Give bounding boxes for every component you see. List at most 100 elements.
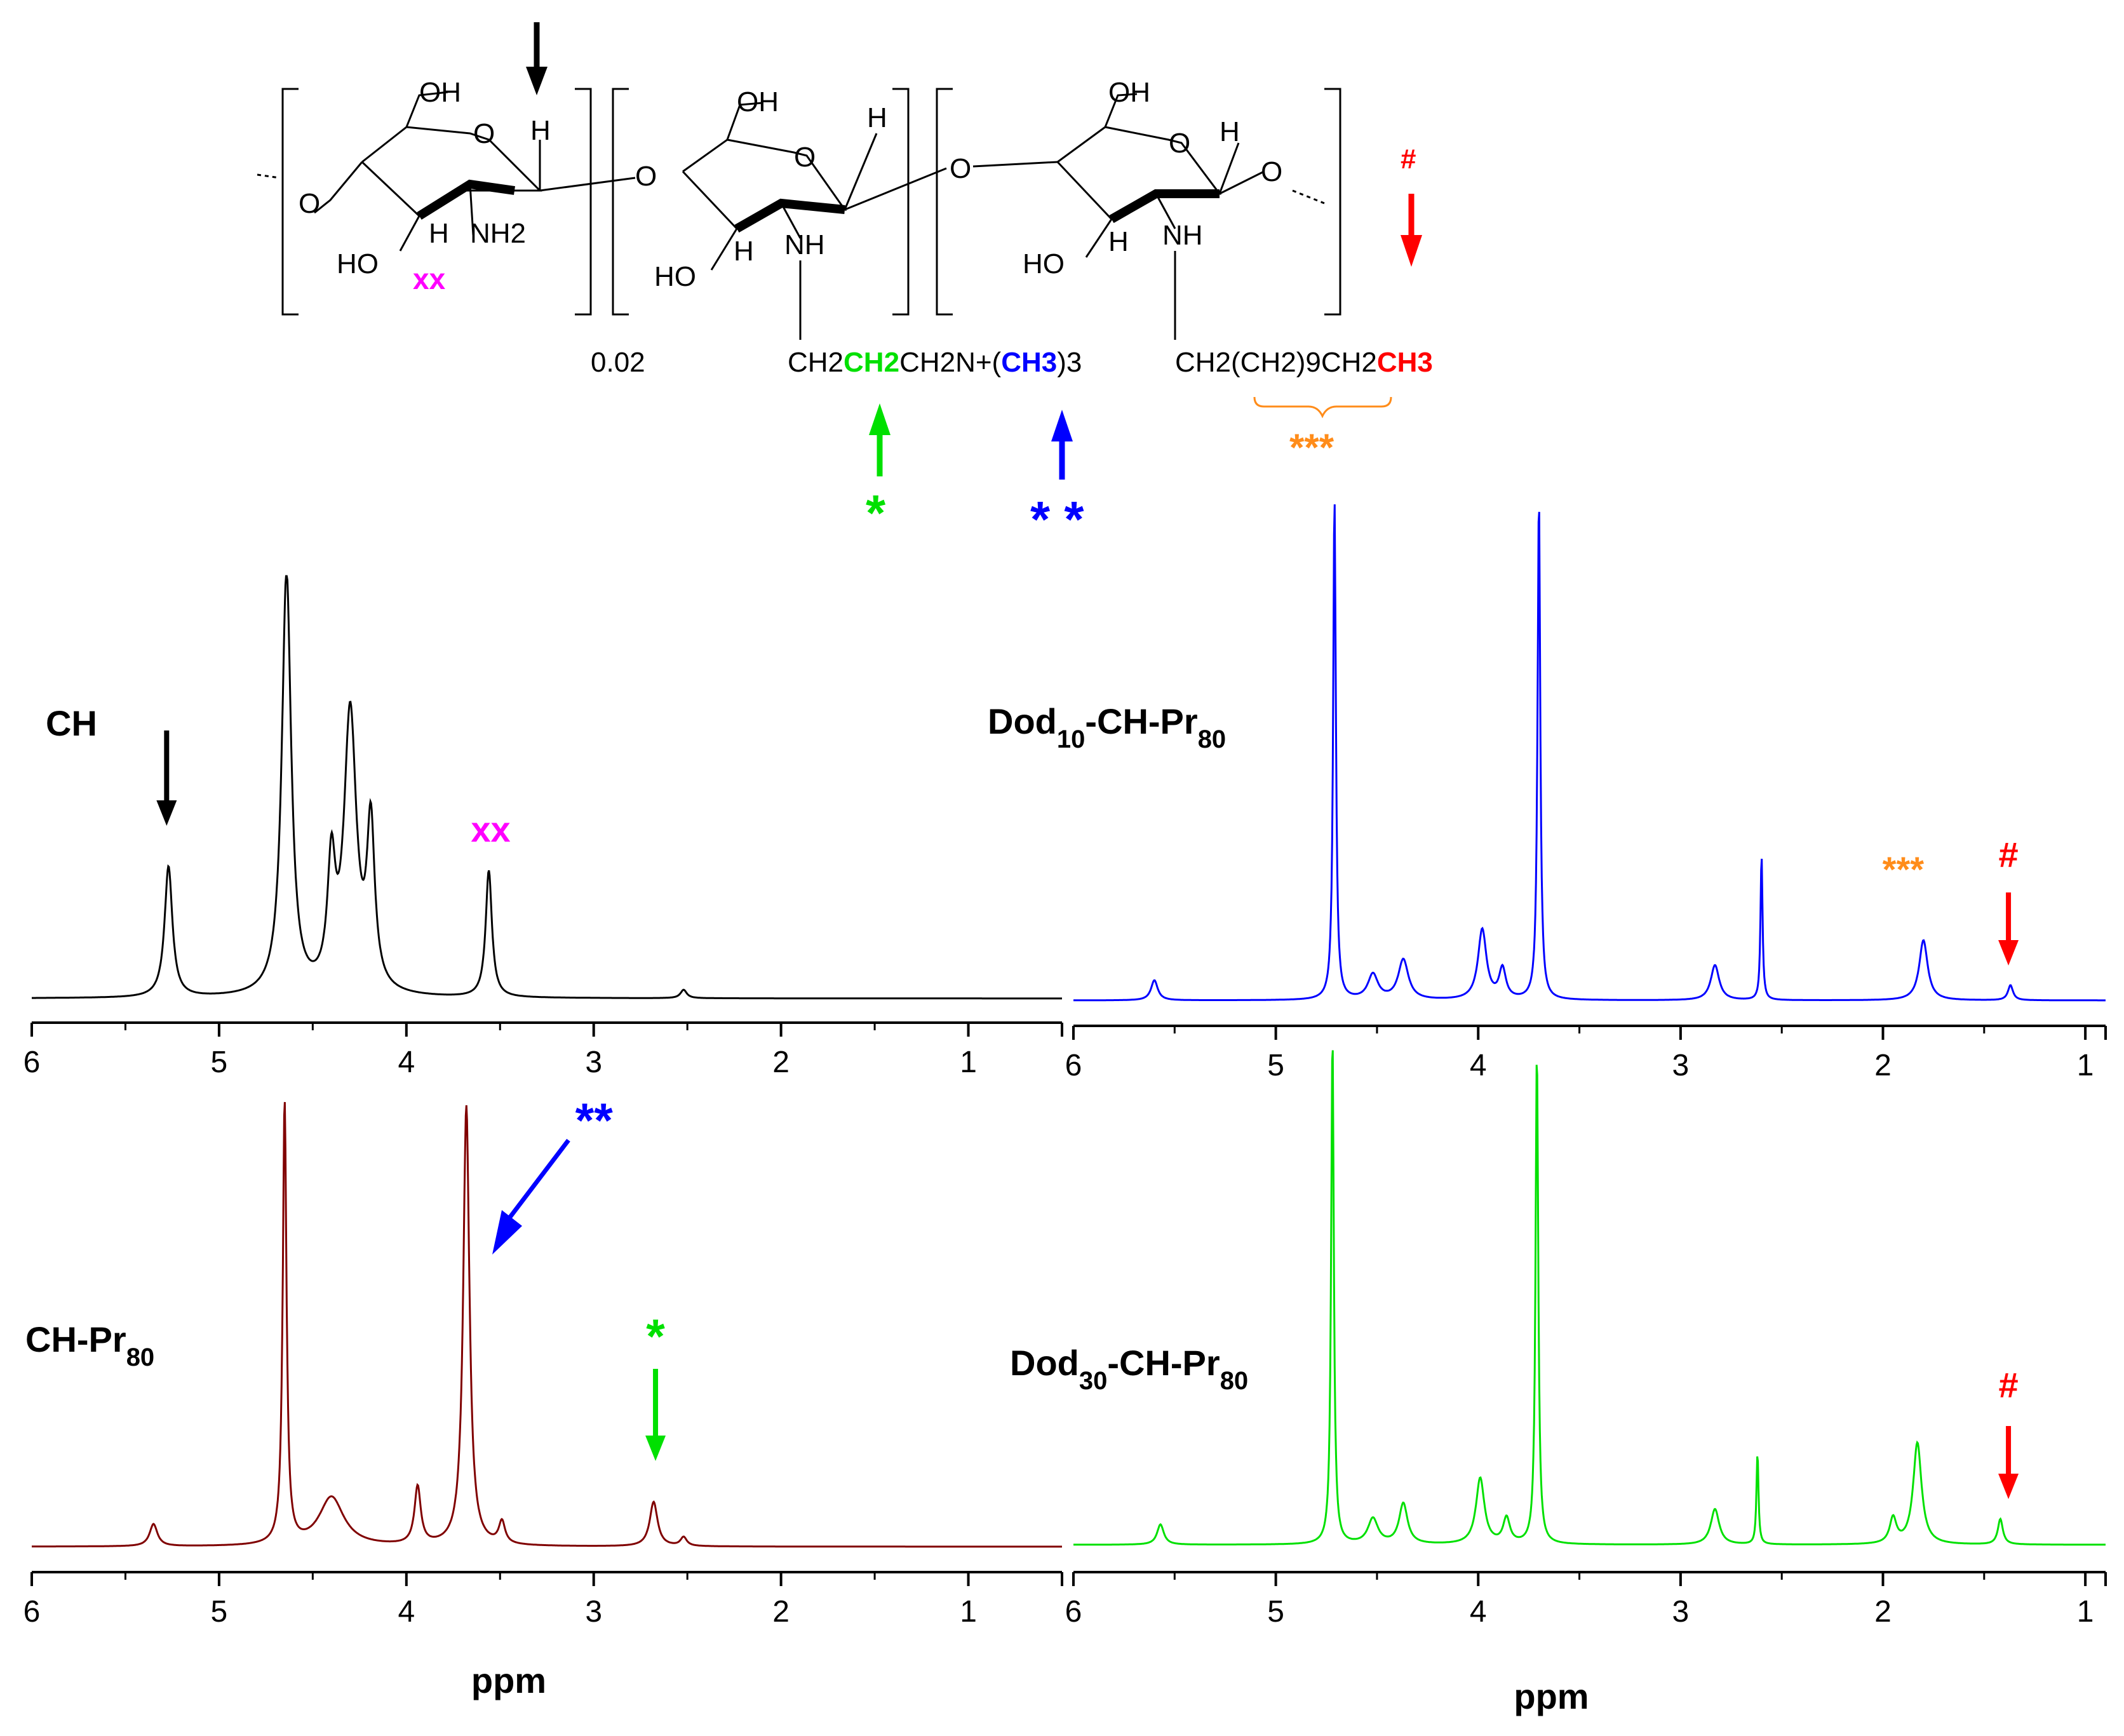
panel-label-tail: -CH-Pr: [1085, 701, 1197, 741]
x-tick-label: 3: [585, 1046, 602, 1079]
u2-chain: CH2CH2CH2N+(CH3)3: [788, 347, 1082, 378]
bracket-left-3: [936, 88, 953, 316]
struct-black-arrowhead: [526, 67, 548, 95]
panel-label-sub2: 80: [1220, 1367, 1249, 1395]
annotation-diagonal-arrow: [506, 1138, 570, 1221]
panel-label-sub: 30: [1079, 1367, 1108, 1395]
u3-hash: #: [1401, 144, 1416, 175]
annotation-arrowhead: [645, 1436, 666, 1461]
panel-label: Dod10-CH-Pr80: [988, 701, 1226, 753]
x-tick-label: 2: [772, 1046, 790, 1079]
u3-h-low: H: [1108, 226, 1129, 257]
panel-label: CH: [46, 703, 97, 743]
x-tick-label: 1: [2077, 1595, 2094, 1629]
u3-chain-main: CH2(CH2)9CH2: [1175, 347, 1377, 378]
annotation-text: *: [646, 1310, 665, 1364]
x-axis-label: ppm: [1514, 1676, 1589, 1716]
x-tick-label: 6: [24, 1046, 41, 1079]
annotation-text: **: [575, 1094, 614, 1148]
u1-nh2: NH2: [470, 218, 526, 249]
x-tick-label: 4: [398, 1595, 415, 1629]
struct-blue-arrowhead: [1051, 410, 1073, 441]
u2-ring-o: O: [794, 142, 816, 173]
panel-label: CH-Pr80: [25, 1319, 154, 1371]
panel-label-main: Dod: [988, 701, 1057, 741]
u2-h-right: H: [867, 102, 887, 133]
bracket-right-2: [892, 88, 910, 316]
panel-label-sub2: 80: [1198, 725, 1227, 753]
panel-label-sub: 80: [126, 1343, 155, 1371]
u3-ho: HO: [1023, 248, 1065, 279]
annotation-text: #: [1998, 835, 2018, 875]
x-tick-label: 2: [1874, 1595, 1892, 1629]
annotation-arrowhead: [492, 1210, 522, 1255]
annotation-arrowhead: [1998, 1474, 2019, 1499]
u1-h-right: H: [530, 115, 551, 146]
x-axis-label: ppm: [471, 1660, 546, 1700]
panel-label-main: CH: [46, 703, 97, 743]
u3-chain-ch3: CH3: [1377, 347, 1433, 378]
u2-chain-ch2a: CH2: [788, 347, 844, 378]
spectrum-line: [32, 1101, 1062, 1548]
subscript-002: 0.02: [591, 347, 645, 378]
u3-ring-o: O: [1169, 128, 1190, 159]
u1-oh: OH: [419, 77, 461, 108]
u1-h-low: H: [429, 218, 449, 249]
panel-ch: 6 5 4 3 2 1 CH xx: [24, 575, 1063, 1079]
x-tick-label: 1: [2077, 1049, 2094, 1082]
structure-text: OH O H O O HO H NH2 xx 0.02 OH O H HO H …: [299, 22, 1433, 548]
bracket-right-3: [1324, 88, 1341, 316]
x-tick-label: 1: [960, 1046, 977, 1079]
panel-label-tail: -CH-Pr: [1107, 1343, 1220, 1383]
u2-ho: HO: [654, 261, 696, 292]
x-tick-label: 5: [211, 1046, 228, 1079]
u1-xx: xx: [413, 262, 446, 295]
u3-nh: NH: [1162, 220, 1203, 251]
panel-dod30-ch-pr80: 6 5 4 3 2 1 ppm Dod30-CH-Pr80 #: [1010, 1050, 2107, 1716]
o-link-2: O: [950, 153, 971, 184]
x-tick-label: 5: [1267, 1595, 1284, 1629]
annotation-text: xx: [471, 809, 510, 849]
u3-oh: OH: [1108, 77, 1150, 108]
annotation-text: #: [1998, 1365, 2018, 1405]
panel-label-main: Dod: [1010, 1343, 1079, 1383]
u2-h-low: H: [734, 236, 754, 267]
x-tick-label: 3: [1672, 1049, 1690, 1082]
u2-nh: NH: [784, 229, 825, 260]
brace-orange: [1253, 396, 1392, 419]
u2-chain-ch2b: CH2: [844, 347, 899, 378]
bracket-right-1: [575, 88, 592, 316]
u1-ho: HO: [337, 248, 379, 279]
annotation-arrowhead: [156, 800, 177, 826]
panel-dod10-ch-pr80: 6 5 4 3 2 1 Dod10-CH-Pr80 *** #: [988, 504, 2107, 1082]
u3-o-right: O: [1261, 156, 1282, 187]
u2-oh: OH: [737, 86, 779, 118]
struct-green-arrowhead: [869, 403, 891, 435]
panel-label: Dod30-CH-Pr80: [1010, 1343, 1248, 1395]
x-tick-label: 6: [1065, 1049, 1082, 1082]
ring-1: [361, 126, 542, 217]
x-tick-label: 4: [398, 1046, 415, 1079]
x-tick-label: 6: [1065, 1595, 1082, 1629]
u3-h-right: H: [1220, 116, 1240, 147]
spectrum-line: [1073, 1050, 2106, 1546]
struct-green-star: *: [866, 485, 886, 541]
x-tick-label: 2: [1874, 1049, 1892, 1082]
u3-chain: CH2(CH2)9CH2CH3: [1175, 347, 1433, 378]
u1-ring-o: O: [473, 118, 495, 149]
x-tick-label: 3: [1672, 1595, 1690, 1629]
u1-o-link: O: [635, 161, 657, 192]
x-tick-label: 1: [960, 1595, 977, 1629]
chemical-structure: [257, 88, 1341, 340]
annotation-arrowhead: [1998, 940, 2019, 966]
spectrum-line: [32, 575, 1062, 1000]
bracket-left-2: [612, 88, 629, 316]
x-tick-label: 3: [585, 1595, 602, 1629]
panel-label-main: CH-Pr: [25, 1319, 126, 1359]
struct-red-arrowhead: [1401, 235, 1422, 267]
x-tick-label: 4: [1470, 1049, 1487, 1082]
x-tick-label: 6: [24, 1595, 41, 1629]
x-tick-label: 5: [1267, 1049, 1284, 1082]
